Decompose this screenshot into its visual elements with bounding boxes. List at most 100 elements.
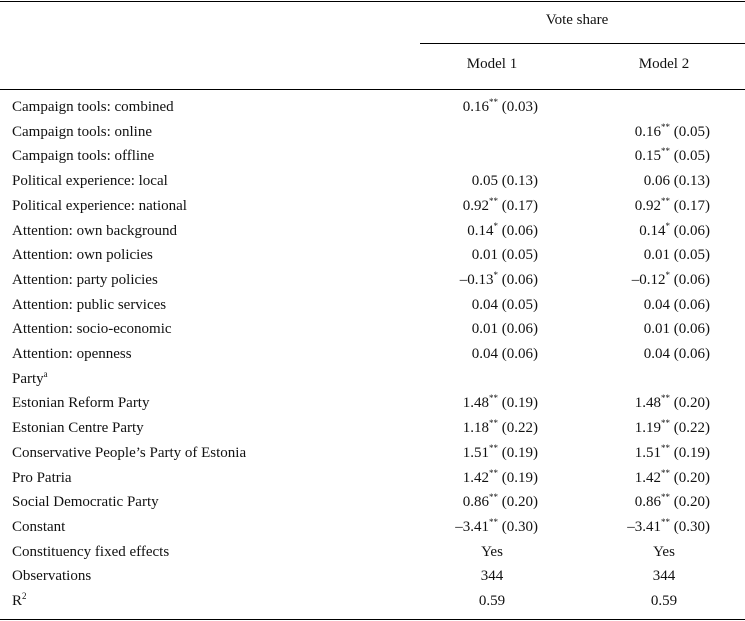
- standard-error: (0.13): [501, 173, 538, 190]
- row-label: Attention: own background: [12, 222, 177, 240]
- standard-error: (0.06): [501, 271, 538, 288]
- coefficient: 0.59: [478, 593, 506, 609]
- cell: 0.59: [432, 592, 552, 610]
- row-label: Estonian Centre Party: [12, 419, 144, 437]
- cell: 1.19** (0.22): [510, 419, 710, 437]
- row-label-text: Attention: openness: [12, 346, 132, 362]
- significance: **: [661, 393, 670, 404]
- cell: 0.59: [604, 592, 724, 610]
- row-label-text: Social Democratic Party: [12, 494, 159, 511]
- row-label-text: Attention: public services: [12, 296, 167, 313]
- significance: **: [489, 467, 498, 478]
- row-label: Social Democratic Party: [12, 493, 159, 511]
- coefficient: 1.42: [634, 469, 661, 486]
- significance: *: [493, 220, 499, 231]
- cell: 0.86** (0.20): [510, 493, 710, 511]
- coefficient: 0.92: [462, 197, 489, 214]
- coefficient: 0.04: [471, 346, 498, 362]
- cell: 0.14* (0.06): [510, 220, 710, 240]
- cell: –0.13* (0.06): [338, 270, 538, 289]
- row-label: Estonian Reform Party: [12, 394, 149, 412]
- cell: 0.86** (0.20): [338, 493, 538, 511]
- standard-error: (0.30): [673, 518, 710, 535]
- significance: *: [665, 220, 671, 231]
- cell: 0.01 (0.06): [510, 320, 710, 338]
- row-label: Campaign tools: online: [12, 123, 152, 141]
- coefficient: –3.41: [455, 518, 489, 535]
- standard-error: (0.19): [501, 395, 538, 412]
- row-label-text: Constant: [12, 518, 66, 535]
- coefficient: 344: [480, 568, 504, 585]
- coefficient: 1.18: [462, 420, 489, 437]
- cell: 1.48** (0.19): [338, 394, 538, 412]
- standard-error: (0.05): [501, 247, 538, 264]
- cell: 1.48** (0.20): [510, 394, 710, 412]
- significance: **: [489, 418, 498, 429]
- bottom-rule: [0, 619, 745, 620]
- row-label: Political experience: local: [12, 172, 168, 190]
- coefficient: 0.06: [643, 173, 670, 190]
- cell: –3.41** (0.30): [338, 517, 538, 536]
- cell: –3.41** (0.30): [510, 517, 710, 536]
- standard-error: (0.03): [501, 99, 538, 115]
- cell: 0.01 (0.05): [510, 246, 710, 264]
- row-label: R2: [12, 592, 27, 610]
- standard-error: (0.19): [501, 444, 538, 461]
- row-label: Campaign tools: combined: [12, 98, 174, 116]
- row-label-text: Estonian Reform Party: [12, 395, 150, 412]
- header-bottom-rule: [0, 89, 745, 90]
- row-label-sup: a: [43, 368, 48, 379]
- row-label: Campaign tools: offline: [12, 147, 154, 165]
- row-label: Pro Patria: [12, 469, 72, 487]
- standard-error: (0.20): [673, 469, 710, 486]
- cell: 1.18** (0.22): [338, 419, 538, 437]
- coefficient: 0.01: [471, 247, 498, 264]
- standard-error: (0.06): [673, 346, 710, 362]
- coefficient: –0.12: [631, 271, 666, 288]
- row-label-text: R: [12, 593, 23, 609]
- significance: **: [661, 418, 670, 429]
- standard-error: (0.06): [501, 222, 538, 239]
- standard-error: (0.13): [673, 173, 710, 190]
- standard-error: (0.05): [673, 148, 710, 165]
- standard-error: (0.17): [501, 197, 538, 214]
- header-title: Vote share: [545, 12, 609, 28]
- cell: –0.12* (0.06): [510, 270, 710, 289]
- coefficient: 0.14: [467, 222, 494, 239]
- coefficient: 1.51: [462, 444, 489, 461]
- header-rule: [420, 43, 745, 44]
- cell: 0.06 (0.13): [510, 172, 710, 190]
- coefficient: 1.42: [462, 469, 489, 486]
- cell: 0.92** (0.17): [338, 196, 538, 215]
- coefficient: 1.51: [634, 444, 661, 461]
- coefficient: Yes: [481, 543, 503, 560]
- cell: 1.51** (0.19): [338, 443, 538, 462]
- cell: 0.04 (0.06): [510, 296, 710, 314]
- cell: 1.51** (0.19): [510, 443, 710, 462]
- coefficient: 0.59: [650, 593, 678, 609]
- standard-error: (0.20): [673, 494, 710, 511]
- coefficient: 344: [652, 568, 676, 585]
- column-header: Model 2: [638, 56, 690, 72]
- cell: 0.16** (0.03): [338, 98, 538, 116]
- standard-error: (0.05): [501, 296, 538, 313]
- significance: **: [661, 121, 670, 132]
- cell: 0.92** (0.17): [510, 196, 710, 215]
- row-label-text: Attention: party policies: [12, 271, 158, 288]
- row-label: Attention: own policies: [12, 246, 153, 264]
- coefficient: 0.16: [462, 99, 489, 115]
- coefficient: 0.16: [634, 123, 661, 140]
- cell: 344: [432, 567, 552, 585]
- standard-error: (0.06): [673, 296, 710, 313]
- significance: **: [661, 146, 670, 157]
- coefficient: –0.13: [459, 271, 494, 288]
- cell: 1.42** (0.20): [510, 468, 710, 487]
- coefficient: 0.04: [471, 296, 498, 313]
- row-label: Political experience: national: [12, 197, 187, 215]
- row-label: Observations: [12, 567, 91, 585]
- row-label-text: Political experience: local: [12, 173, 168, 190]
- cell: 0.16** (0.05): [510, 121, 710, 141]
- cell: 0.04 (0.05): [338, 296, 538, 314]
- standard-error: (0.30): [501, 518, 538, 535]
